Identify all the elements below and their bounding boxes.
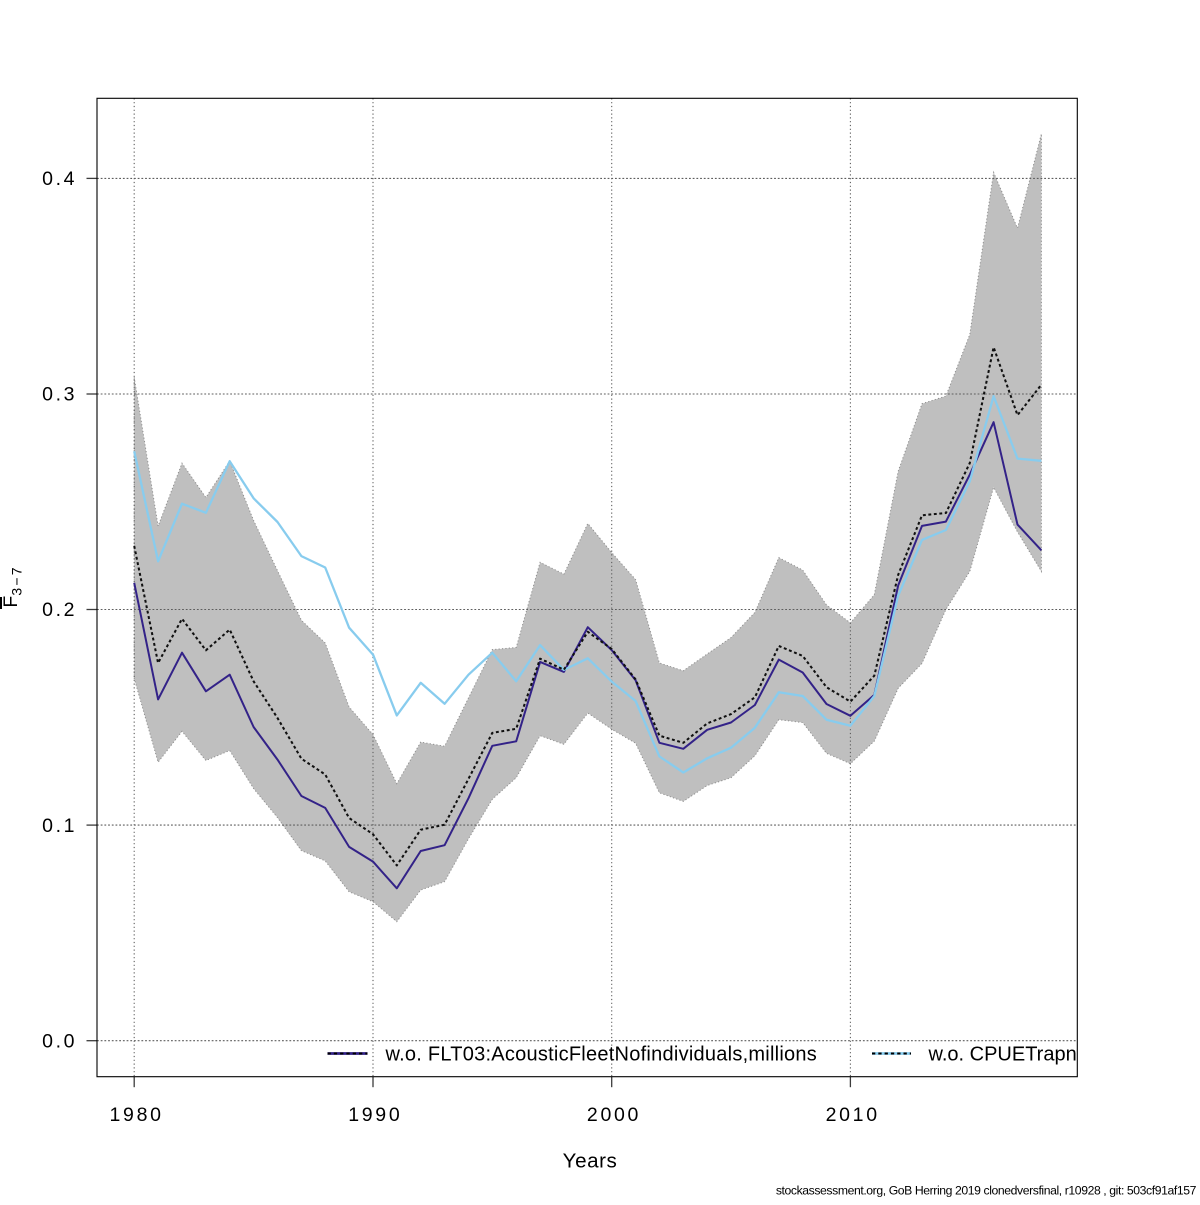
svg-text:0.3: 0.3: [42, 384, 77, 406]
svg-text:w.o. CPUETrapnet: w.o. CPUETrapnet: [928, 1044, 1094, 1066]
svg-text:F3−7: F3−7: [0, 565, 25, 607]
svg-text:1990: 1990: [348, 1104, 402, 1126]
svg-text:w.o. FLT03:AcousticFleetNofind: w.o. FLT03:AcousticFleetNofindividuals,m…: [385, 1044, 818, 1066]
svg-text:2010: 2010: [826, 1104, 880, 1126]
svg-text:Years: Years: [563, 1150, 618, 1173]
svg-text:2000: 2000: [587, 1104, 641, 1126]
svg-text:1980: 1980: [110, 1104, 164, 1126]
svg-text:0.2: 0.2: [42, 599, 77, 621]
svg-text:0.1: 0.1: [42, 815, 77, 837]
svg-text:0.4: 0.4: [42, 168, 77, 190]
svg-text:0.0: 0.0: [42, 1030, 77, 1052]
svg-text:stockassessment.org, GoB Herr: stockassessment.org, GoB Herring 2019 cl…: [776, 1184, 1197, 1198]
